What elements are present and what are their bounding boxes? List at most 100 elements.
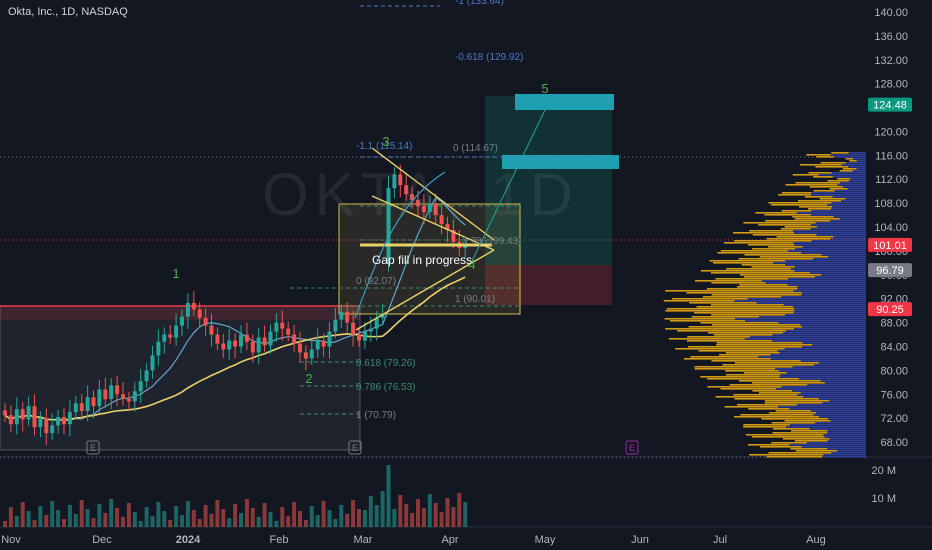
volume-bar xyxy=(321,501,326,527)
candle-body xyxy=(227,340,232,350)
volume-profile-buy-bar xyxy=(789,424,866,426)
volume-profile-buy-bar xyxy=(781,296,866,298)
volume-bar xyxy=(132,512,137,527)
volume-profile-buy-bar xyxy=(827,418,866,420)
candles xyxy=(3,164,468,446)
volume-profile-sell-bar xyxy=(781,210,812,212)
candle-body xyxy=(109,385,114,400)
volume-bar xyxy=(286,516,291,527)
volume-profile-sell-bar xyxy=(799,206,833,208)
volume-profile-sell-bar xyxy=(831,152,849,154)
candle-body xyxy=(256,337,261,353)
volume-profile-sell-bar xyxy=(700,376,780,378)
candle-body xyxy=(191,302,196,310)
volume-profile-sell-bar xyxy=(711,314,786,316)
volume-profile-sell-bar xyxy=(764,400,830,402)
volume-profile-sell-bar xyxy=(712,324,801,326)
volume-bar xyxy=(421,508,426,527)
volume-bar xyxy=(14,516,19,527)
volume-profile-sell-bar xyxy=(694,312,794,314)
volume-profile-buy-bar xyxy=(848,180,866,182)
candle-body xyxy=(315,340,320,350)
volume-profile-sell-bar xyxy=(734,398,820,400)
volume-profile-sell-bar xyxy=(707,378,800,380)
volume-profile-buy-bar xyxy=(830,420,866,422)
volume-profile-buy-bar xyxy=(758,356,866,358)
volume-profile-buy-bar xyxy=(785,264,866,266)
volume-profile-buy-bar xyxy=(783,332,866,334)
volume-profile-buy-bar xyxy=(813,414,866,416)
volume-profile-buy-bar xyxy=(794,308,866,310)
volume-profile-buy-bar xyxy=(796,404,866,406)
volume-profile-sell-bar xyxy=(741,264,786,266)
volume-bar xyxy=(398,495,403,527)
volume-profile-buy-bar xyxy=(793,290,866,292)
volume-profile-sell-bar xyxy=(663,300,735,302)
symbol-title[interactable]: Okta, Inc., 1D, NASDAQ xyxy=(8,6,128,18)
volume-bar xyxy=(239,513,243,527)
volume-profile-sell-bar xyxy=(711,282,766,284)
volume-profile-sell-bar xyxy=(849,160,857,162)
volume-profile-buy-bar xyxy=(802,246,866,248)
volume-profile-sell-bar xyxy=(842,168,857,170)
candle-body xyxy=(209,325,214,335)
volume-profile-sell-bar xyxy=(794,440,828,442)
candle-body xyxy=(303,352,308,359)
volume-profile-buy-bar xyxy=(772,334,866,336)
candle-body xyxy=(91,397,96,407)
volume-profile-sell-bar xyxy=(792,216,834,218)
volume-bar xyxy=(197,519,202,527)
volume-profile-sell-bar xyxy=(819,198,846,200)
volume-bar xyxy=(445,498,450,527)
candle-body xyxy=(421,206,426,213)
candle-body xyxy=(85,397,90,412)
volume-profile-buy-bar xyxy=(759,316,866,318)
volume-profile-buy-bar xyxy=(773,262,866,264)
volume-profile-buy-bar xyxy=(770,358,866,360)
volume-profile-buy-bar xyxy=(843,186,866,188)
volume-profile-sell-bar xyxy=(738,258,814,260)
volume-profile-sell-bar xyxy=(734,240,812,242)
candle-body xyxy=(239,334,243,347)
price-badge xyxy=(868,97,912,112)
volume-profile-buy-bar xyxy=(822,402,866,404)
volume-profile-buy-bar xyxy=(828,256,866,258)
volume-bar xyxy=(115,508,120,527)
volume-profile-buy-bar xyxy=(830,220,866,222)
candle-body xyxy=(3,410,7,416)
volume-profile-sell-bar xyxy=(732,232,795,234)
volume-profile-sell-bar xyxy=(717,252,802,254)
candle-body xyxy=(162,334,167,342)
volume-profile-buy-bar xyxy=(779,376,866,378)
volume-profile-sell-bar xyxy=(784,420,831,422)
volume-bar xyxy=(339,505,344,527)
volume-bar xyxy=(457,493,462,527)
earnings-marker-label: E xyxy=(352,443,358,453)
candle-body xyxy=(321,340,326,347)
volume-bar xyxy=(144,507,149,527)
volume-profile-sell-bar xyxy=(691,316,760,318)
volume-profile-sell-bar xyxy=(743,222,816,224)
volume-profile-buy-bar xyxy=(783,304,866,306)
volume-profile-buy-bar xyxy=(747,298,866,300)
volume-profile-sell-bar xyxy=(747,444,790,446)
volume-bar xyxy=(109,499,114,527)
volume-profile-buy-bar xyxy=(801,446,866,448)
volume-profile-buy-bar xyxy=(827,440,866,442)
candle-body xyxy=(197,309,202,318)
volume-profile-sell-bar xyxy=(706,288,798,290)
volume-profile-sell-bar xyxy=(739,284,788,286)
volume-profile-buy-bar xyxy=(810,194,866,196)
volume-bar xyxy=(62,519,66,527)
volume-profile-buy-bar xyxy=(811,410,866,412)
volume-bar xyxy=(303,520,308,527)
volume-profile-sell-bar xyxy=(665,328,795,330)
volume-profile-sell-bar xyxy=(768,202,832,204)
candle-body xyxy=(244,334,249,342)
volume-profile-buy-bar xyxy=(785,330,866,332)
candle-body xyxy=(357,334,361,341)
volume-profile-sell-bar xyxy=(827,180,849,182)
volume-profile-sell-bar xyxy=(743,426,787,428)
volume-profile-buy-bar xyxy=(820,380,866,382)
